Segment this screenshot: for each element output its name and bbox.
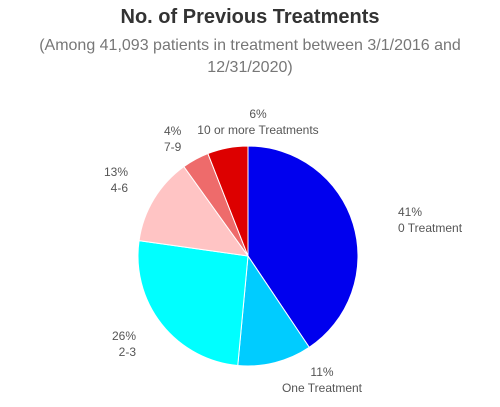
slice-category-label: 7-9	[164, 140, 182, 154]
subtitle-line-1: (Among 41,093 patients in treatment betw…	[39, 37, 461, 54]
slice-value-label: 11%	[310, 365, 333, 379]
pie-slice	[247, 145, 359, 349]
chart-subtitle: (Among 41,093 patients in treatment betw…	[0, 35, 500, 79]
pie-slice	[138, 165, 250, 257]
pie-slice	[207, 145, 249, 257]
slice-category-label: 2-3	[119, 345, 137, 359]
chart-title: No. of Previous Treatments	[120, 6, 380, 28]
pie-slice	[237, 254, 310, 367]
slice-category-label: 4-6	[111, 181, 129, 195]
slice-value-label: 4%	[164, 124, 182, 138]
slice-value-label: 26%	[112, 329, 136, 343]
slice-category-label: One Treatment	[282, 381, 363, 395]
slice-category-label: 10 or more Treatments	[197, 123, 318, 137]
slice-value-label: 6%	[249, 107, 267, 121]
pie-slice	[137, 240, 249, 367]
slice-value-label: 41%	[398, 205, 422, 219]
subtitle-line-2: 12/31/2020)	[207, 59, 293, 76]
slice-value-label: 13%	[104, 165, 128, 179]
slice-category-label: 0 Treatment	[398, 221, 463, 235]
